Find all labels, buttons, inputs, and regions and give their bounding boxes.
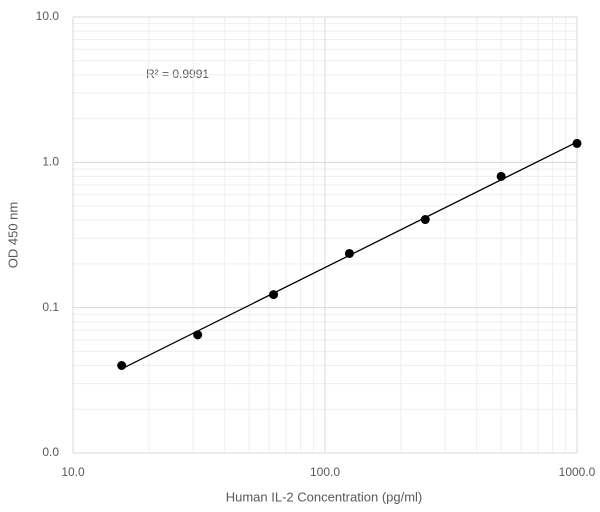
y-tick-label: 10.0 — [36, 9, 60, 23]
point — [420, 215, 430, 225]
point — [269, 290, 279, 300]
x-axis-title: Human IL-2 Concentration (pg/ml) — [226, 489, 423, 504]
point — [193, 330, 203, 340]
point — [117, 361, 127, 371]
annotation: R² = 0.9991 — [146, 67, 209, 81]
point — [344, 248, 354, 258]
x-tick-label: 1000.0 — [559, 465, 596, 479]
point — [496, 171, 506, 181]
y-axis-title: OD 450 nm — [5, 202, 20, 268]
point — [572, 138, 582, 148]
x-tick-label: 100.0 — [310, 465, 340, 479]
x-tick-label: 10.0 — [61, 465, 85, 479]
y-tick-label: 1.0 — [42, 155, 59, 169]
y-tick-label: 0.1 — [42, 300, 59, 314]
y-tick-label: 0.0 — [42, 445, 59, 459]
